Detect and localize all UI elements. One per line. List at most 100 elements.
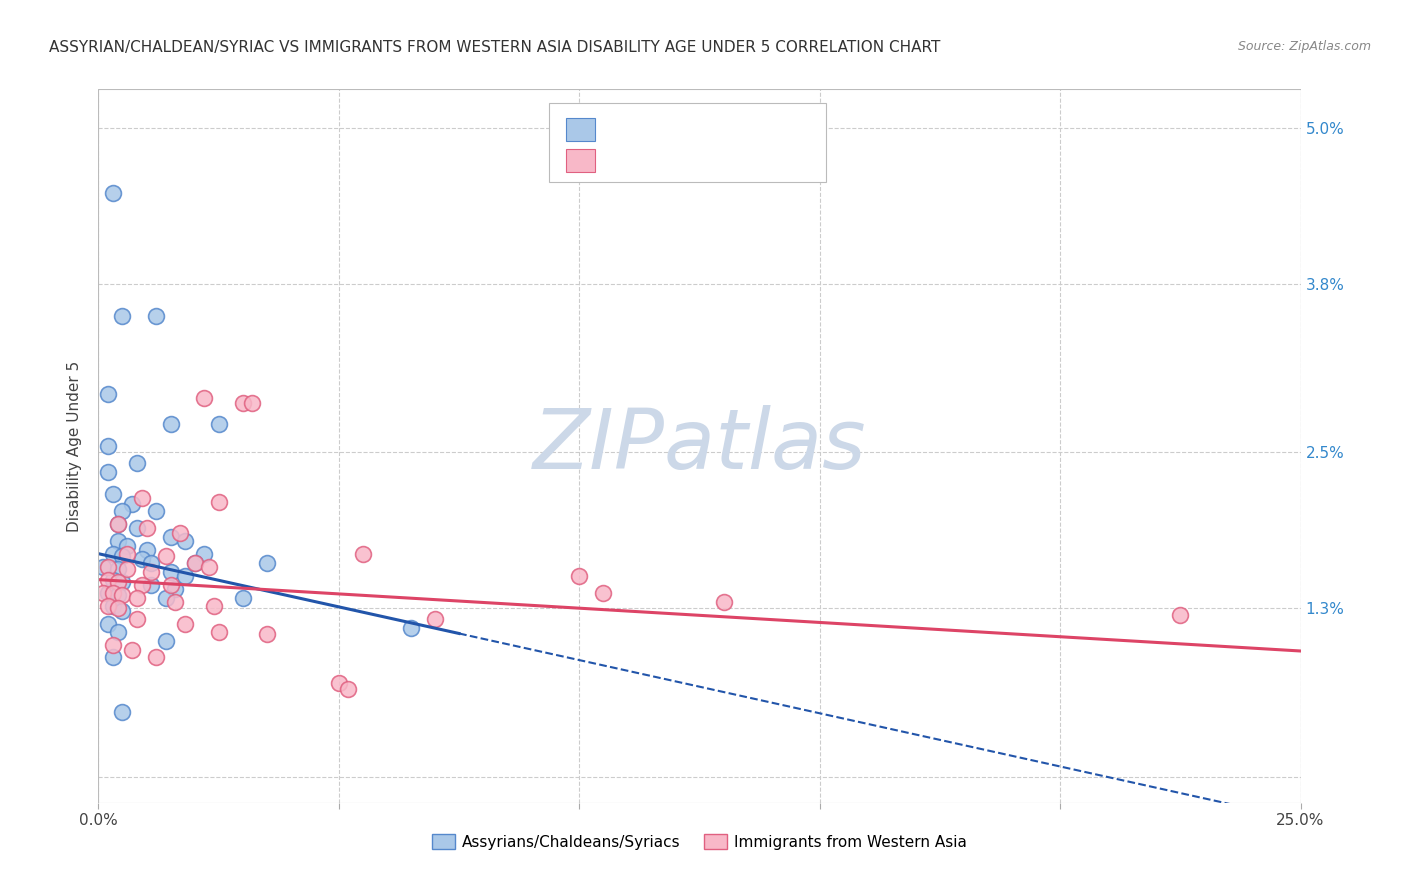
Point	[135, 542, 157, 557]
Point	[91, 585, 114, 599]
Point	[117, 539, 139, 553]
Text: ASSYRIAN/CHALDEAN/SYRIAC VS IMMIGRANTS FROM WESTERN ASIA DISABILITY AGE UNDER 5 : ASSYRIAN/CHALDEAN/SYRIAC VS IMMIGRANTS F…	[49, 40, 941, 55]
Point	[97, 599, 120, 613]
Point	[111, 575, 134, 590]
Point	[256, 556, 278, 570]
Point	[91, 559, 114, 574]
Point	[131, 491, 153, 505]
Point	[101, 638, 124, 652]
Point	[107, 601, 129, 615]
Point	[97, 616, 120, 631]
Point	[135, 521, 157, 535]
Point	[159, 530, 181, 544]
Point	[202, 599, 225, 613]
Point	[232, 591, 254, 605]
Point	[145, 650, 167, 665]
Point	[125, 611, 148, 625]
Point	[111, 504, 134, 518]
Point	[107, 588, 129, 602]
Point	[117, 562, 139, 576]
Point	[101, 186, 124, 200]
Point	[399, 621, 422, 635]
Point	[165, 595, 187, 609]
Text: N = 45: N = 45	[720, 122, 775, 137]
Point	[141, 565, 163, 579]
Point	[107, 575, 129, 590]
Text: Source: ZipAtlas.com: Source: ZipAtlas.com	[1237, 40, 1371, 54]
Text: R = -0.176: R = -0.176	[609, 153, 688, 168]
Point	[121, 642, 143, 657]
Point	[1170, 607, 1192, 622]
Point	[145, 310, 167, 324]
Text: ZIPatlas: ZIPatlas	[533, 406, 866, 486]
Point	[125, 591, 148, 605]
Point	[193, 547, 215, 561]
Point	[107, 624, 129, 639]
Legend: Assyrians/Chaldeans/Syriacs, Immigrants from Western Asia: Assyrians/Chaldeans/Syriacs, Immigrants …	[426, 828, 973, 855]
Point	[107, 533, 129, 548]
Point	[97, 559, 120, 574]
Point	[165, 582, 187, 596]
FancyBboxPatch shape	[550, 103, 825, 182]
Point	[169, 525, 191, 540]
Point	[155, 633, 177, 648]
Point	[101, 487, 124, 501]
Point	[101, 573, 124, 587]
Point	[423, 611, 446, 625]
Point	[145, 504, 167, 518]
Point	[256, 627, 278, 641]
Point	[155, 591, 177, 605]
Point	[107, 516, 129, 531]
Point	[131, 552, 153, 566]
Point	[101, 547, 124, 561]
Point	[111, 604, 134, 618]
Text: N = 37: N = 37	[720, 153, 775, 168]
Point	[107, 562, 129, 576]
Point	[97, 573, 120, 587]
Point	[97, 387, 120, 401]
Point	[111, 705, 134, 719]
Point	[198, 559, 221, 574]
Point	[328, 676, 350, 690]
Point	[111, 549, 134, 564]
Point	[183, 556, 205, 570]
Point	[159, 417, 181, 431]
Y-axis label: Disability Age Under 5: Disability Age Under 5	[67, 360, 83, 532]
Point	[592, 585, 614, 599]
Point	[337, 681, 360, 696]
Point	[159, 578, 181, 592]
Point	[111, 310, 134, 324]
Point	[174, 533, 197, 548]
FancyBboxPatch shape	[567, 119, 595, 141]
Point	[125, 521, 148, 535]
Point	[240, 396, 263, 410]
Point	[352, 547, 374, 561]
Point	[101, 650, 124, 665]
Point	[193, 391, 215, 405]
Point	[97, 465, 120, 479]
Point	[131, 578, 153, 592]
Point	[97, 585, 120, 599]
Point	[107, 516, 129, 531]
Point	[101, 599, 124, 613]
Point	[208, 624, 231, 639]
Point	[125, 456, 148, 470]
FancyBboxPatch shape	[567, 149, 595, 172]
Bar	[98, 89, 1301, 803]
Point	[121, 497, 143, 511]
Point	[174, 568, 197, 582]
Point	[174, 616, 197, 631]
Point	[713, 595, 735, 609]
Point	[232, 396, 254, 410]
Point	[101, 585, 124, 599]
Text: R = -0.175: R = -0.175	[609, 122, 688, 137]
Point	[159, 565, 181, 579]
Point	[568, 568, 591, 582]
Point	[155, 549, 177, 564]
Point	[208, 495, 231, 509]
Point	[111, 588, 134, 602]
Point	[141, 556, 163, 570]
Point	[97, 439, 120, 453]
Point	[117, 547, 139, 561]
Point	[183, 556, 205, 570]
